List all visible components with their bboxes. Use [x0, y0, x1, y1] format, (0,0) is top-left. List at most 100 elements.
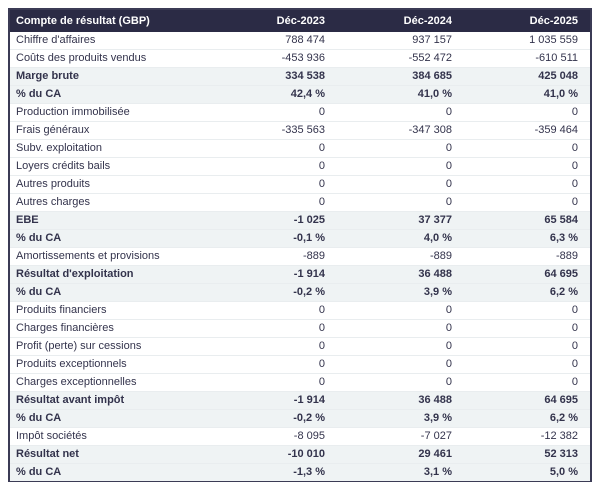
row-label: Produits exceptionnels — [9, 355, 210, 374]
row-label: Résultat net — [9, 445, 210, 464]
row-value: 6,3 % — [464, 229, 591, 248]
row-value: 0 — [337, 103, 464, 122]
row-value: -10 010 — [210, 445, 337, 464]
row-value: -7 027 — [337, 427, 464, 446]
row-label: Autres produits — [9, 175, 210, 194]
row-value: 937 157 — [337, 32, 464, 50]
row-value: 0 — [210, 319, 337, 338]
row-value: 0 — [210, 139, 337, 158]
row-value: -889 — [210, 247, 337, 266]
table-row: Amortissements et provisions -889 -889 -889 — [9, 247, 591, 266]
row-label: Chiffre d'affaires — [9, 32, 210, 50]
row-label: EBE — [9, 211, 210, 230]
row-label: % du CA — [9, 85, 210, 104]
row-value: -1,3 % — [210, 463, 337, 482]
row-label: % du CA — [9, 283, 210, 302]
row-value: 3,1 % — [337, 463, 464, 482]
row-value: -889 — [337, 247, 464, 266]
row-value: 65 584 — [464, 211, 591, 230]
row-value: -453 936 — [210, 49, 337, 68]
table-row: Frais généraux -335 563 -347 308 -359 464 — [9, 121, 591, 140]
table-row: Marge brute 334 538 384 685 425 048 — [9, 67, 591, 86]
row-label: % du CA — [9, 463, 210, 482]
table-row: % du CA -0,2 % 3,9 % 6,2 % — [9, 409, 591, 428]
row-value: 0 — [464, 319, 591, 338]
row-label: Impôt sociétés — [9, 427, 210, 446]
row-label: Amortissements et provisions — [9, 247, 210, 266]
row-value: -12 382 — [464, 427, 591, 446]
row-value: -8 095 — [210, 427, 337, 446]
row-value: 3,9 % — [337, 283, 464, 302]
row-value: 41,0 % — [337, 85, 464, 104]
row-value: 0 — [337, 319, 464, 338]
income-statement-table: Compte de résultat (GBP) Déc-2023 Déc-20… — [8, 8, 592, 482]
table-row: Résultat d'exploitation -1 914 36 488 64 69… — [9, 265, 591, 284]
table-row: % du CA -0,2 % 3,9 % 6,2 % — [9, 283, 591, 302]
column-header-dec-2025: Déc-2025 — [464, 9, 591, 32]
table-row: EBE -1 025 37 377 65 584 — [9, 211, 591, 230]
row-label: Frais généraux — [9, 121, 210, 140]
row-value: 42,4 % — [210, 85, 337, 104]
row-value: 0 — [210, 103, 337, 122]
row-label: Loyers crédits bails — [9, 157, 210, 176]
row-label: Résultat d'exploitation — [9, 265, 210, 284]
row-label: Coûts des produits vendus — [9, 49, 210, 68]
table-row: Impôt sociétés -8 095 -7 027 -12 382 — [9, 427, 591, 446]
row-value: 64 695 — [464, 265, 591, 284]
row-value: 36 488 — [337, 265, 464, 284]
row-value: 0 — [464, 175, 591, 194]
row-value: 0 — [464, 139, 591, 158]
table-row: % du CA -0,1 % 4,0 % 6,3 % — [9, 229, 591, 248]
row-value: 6,2 % — [464, 409, 591, 428]
table-row: Profit (perte) sur cessions 0 0 0 — [9, 337, 591, 356]
row-value: -0,2 % — [210, 409, 337, 428]
table-body: Chiffre d'affaires 788 474 937 157 1 035 55… — [9, 32, 591, 482]
row-value: 384 685 — [337, 67, 464, 86]
row-value: 0 — [464, 337, 591, 356]
table-title: Compte de résultat (GBP) — [9, 9, 210, 32]
row-value: 64 695 — [464, 391, 591, 410]
row-value: 6,2 % — [464, 283, 591, 302]
table-row: Autres produits 0 0 0 — [9, 175, 591, 194]
row-value: -359 464 — [464, 121, 591, 140]
row-value: -610 511 — [464, 49, 591, 68]
row-value: 41,0 % — [464, 85, 591, 104]
table-row: Coûts des produits vendus -453 936 -552 47… — [9, 49, 591, 68]
table-row: % du CA -1,3 % 3,1 % 5,0 % — [9, 463, 591, 482]
row-value: 52 313 — [464, 445, 591, 464]
table-row: Produits financiers 0 0 0 — [9, 301, 591, 320]
row-value: 0 — [210, 301, 337, 320]
row-value: -0,1 % — [210, 229, 337, 248]
row-value: -1 914 — [210, 265, 337, 284]
row-value: 0 — [210, 337, 337, 356]
table-row: Loyers crédits bails 0 0 0 — [9, 157, 591, 176]
row-value: 0 — [337, 193, 464, 212]
row-value: 0 — [210, 175, 337, 194]
table-row: Subv. exploitation 0 0 0 — [9, 139, 591, 158]
row-value: 0 — [464, 157, 591, 176]
header-row: Compte de résultat (GBP) Déc-2023 Déc-20… — [9, 9, 591, 32]
row-value: -1 025 — [210, 211, 337, 230]
row-value: 0 — [464, 301, 591, 320]
row-value: 0 — [210, 373, 337, 392]
row-value: -347 308 — [337, 121, 464, 140]
row-value: 0 — [337, 337, 464, 356]
row-value: 0 — [210, 193, 337, 212]
column-header-dec-2024: Déc-2024 — [337, 9, 464, 32]
row-value: -335 563 — [210, 121, 337, 140]
row-label: Marge brute — [9, 67, 210, 86]
row-value: -552 472 — [337, 49, 464, 68]
row-label: Charges financières — [9, 319, 210, 338]
row-value: 0 — [337, 301, 464, 320]
row-value: 334 538 — [210, 67, 337, 86]
table-row: Autres charges 0 0 0 — [9, 193, 591, 212]
row-label: Produits financiers — [9, 301, 210, 320]
row-value: 36 488 — [337, 391, 464, 410]
table-row: Production immobilisée 0 0 0 — [9, 103, 591, 122]
row-value: 3,9 % — [337, 409, 464, 428]
row-value: 5,0 % — [464, 463, 591, 482]
row-label: Production immobilisée — [9, 103, 210, 122]
row-label: Autres charges — [9, 193, 210, 212]
row-value: 0 — [337, 355, 464, 374]
